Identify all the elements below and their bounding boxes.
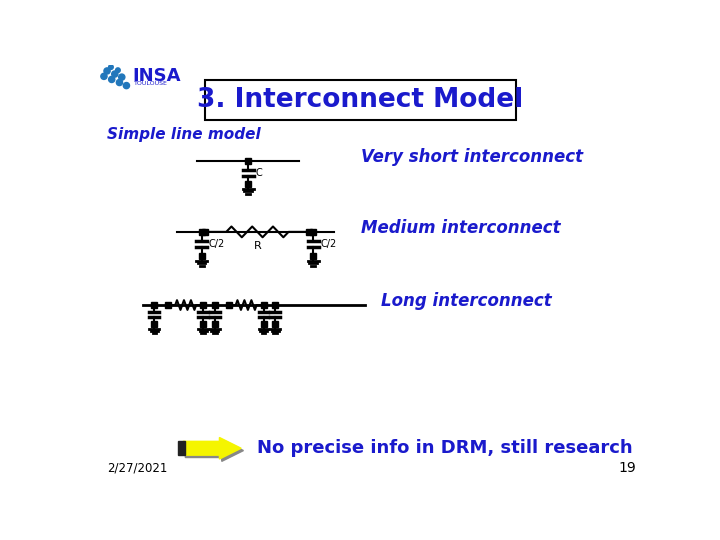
Text: 2/27/2021: 2/27/2021 xyxy=(107,462,168,475)
Text: 3. Interconnect Model: 3. Interconnect Model xyxy=(197,87,523,113)
Circle shape xyxy=(104,68,110,74)
FancyArrow shape xyxy=(185,440,243,461)
Circle shape xyxy=(112,71,118,77)
Circle shape xyxy=(109,65,113,70)
Circle shape xyxy=(116,68,120,72)
Circle shape xyxy=(119,74,125,80)
Text: Very short interconnect: Very short interconnect xyxy=(361,148,583,166)
Bar xyxy=(204,80,516,120)
Bar xyxy=(179,441,184,455)
Circle shape xyxy=(101,73,107,79)
Text: Simple line model: Simple line model xyxy=(107,126,261,141)
Text: INSA: INSA xyxy=(132,68,181,85)
Circle shape xyxy=(123,83,130,89)
Text: TOULOUSE: TOULOUSE xyxy=(134,81,168,86)
Text: C: C xyxy=(255,168,262,178)
Circle shape xyxy=(109,76,114,83)
Text: Medium interconnect: Medium interconnect xyxy=(361,219,561,237)
Text: R: R xyxy=(253,241,261,251)
Text: Long interconnect: Long interconnect xyxy=(381,292,552,310)
Text: 19: 19 xyxy=(618,461,636,475)
Circle shape xyxy=(117,79,122,85)
Text: No precise info in DRM, still research: No precise info in DRM, still research xyxy=(256,439,632,457)
Text: C/2: C/2 xyxy=(209,239,225,249)
Text: C/2: C/2 xyxy=(320,239,336,249)
FancyArrow shape xyxy=(183,437,241,459)
